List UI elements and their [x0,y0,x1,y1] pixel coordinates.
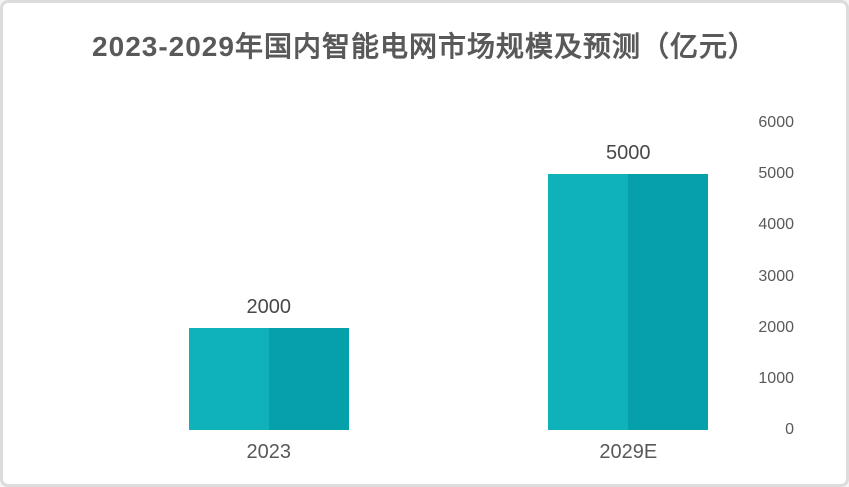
x-axis-category-label: 2023 [246,441,292,463]
bar-data-label: 5000 [606,142,651,165]
bar-2023: 2000 [188,296,349,430]
y-axis-tick-label: 5000 [758,165,794,183]
bar-2029E: 5000 [548,142,709,430]
y-axis-tick-label: 3000 [758,267,794,285]
plot-area: 0 1000 2000 3000 4000 5000 6000 2000 2023 5000 202… [89,114,808,463]
bar-data-label: 2000 [246,295,292,318]
y-axis-tick-label: 2000 [758,318,794,336]
y-axis-tick-label: 4000 [758,216,794,234]
chart-title: 2023-2029年国内智能电网市场规模及预测（亿元） [92,31,757,62]
x-axis-category-label: 2029E [599,441,658,463]
y-axis-tick-label: 0 [785,421,794,438]
y-axis-tick-label: 6000 [758,114,794,131]
y-axis-tick-label: 1000 [758,369,794,387]
